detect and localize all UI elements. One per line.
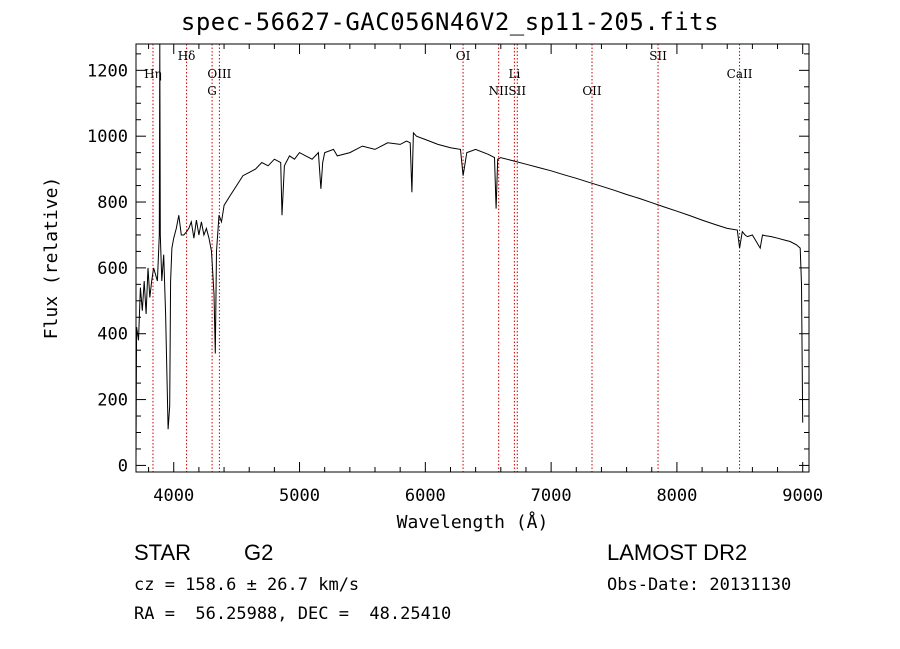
spectral-line-label: OI [456,49,471,63]
redshift-velocity: cz = 158.6 ± 26.7 km/s [134,575,360,595]
chart-title: spec-56627-GAC056N46V2_sp11-205.fits [180,8,720,36]
y-tick-label: 400 [97,325,128,345]
x-tick-label: 6000 [405,486,446,506]
spectral-line-label: Hη [144,67,162,81]
spectral-line-label: OII [582,84,602,98]
spectral-line-label: SII [649,49,667,63]
y-tick-label: 1000 [87,127,128,147]
spectral-line-label: SII [508,84,526,98]
y-axis-ticks: 0 200 400 600 800 1000 1200 [87,53,809,476]
y-axis-label: Flux (relative) [41,177,62,340]
coordinates: RA = 56.25988, DEC = 48.25410 [134,604,452,624]
subclass: G2 [244,540,274,565]
object-class: STAR [134,540,192,565]
survey-name: LAMOST DR2 [607,540,748,565]
y-tick-label: 200 [97,391,128,411]
x-axis-label: Wavelength (Å) [397,511,549,533]
x-tick-label: 7000 [531,486,572,506]
spectral-line-label: CaII [727,67,753,81]
spectrum-series-line [135,43,804,459]
x-tick-label: 9000 [782,486,823,506]
spectral-line-label: NII [489,84,509,98]
observation-date: Obs-Date: 20131130 [607,575,792,595]
y-tick-label: 0 [118,456,128,476]
y-tick-label: 600 [97,259,128,279]
plot-frame [135,43,810,473]
spectral-line-label: Hδ [178,49,196,63]
spectral-line-label: OIII [207,67,231,81]
spectral-line-label: G [207,84,217,98]
x-axis-ticks: 4000 5000 6000 7000 8000 9000 [148,44,823,506]
y-tick-label: 800 [97,193,128,213]
spectral-line-markers: Hη Hδ OIII G OI NII Li SII OII SII CaII [144,44,753,472]
x-tick-label: 4000 [153,486,194,506]
spectral-line-label: Li [508,67,520,81]
y-tick-label: 1200 [87,61,128,81]
x-tick-label: 8000 [656,486,697,506]
x-tick-label: 5000 [279,486,320,506]
